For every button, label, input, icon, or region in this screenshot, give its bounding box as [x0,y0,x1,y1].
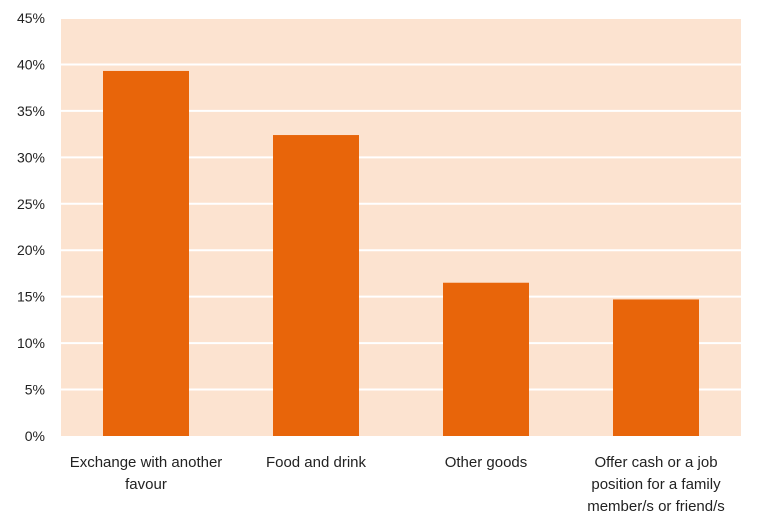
y-tick-label: 25% [17,196,45,212]
y-tick-label: 5% [25,382,45,398]
bar [103,70,189,437]
x-category-label: Other goods [445,454,528,471]
y-tick-label: 10% [17,335,45,351]
x-category-label: Food and drink [266,454,367,471]
x-category-label-line: Other goods [445,454,528,471]
x-category-label: Offer cash or a job position for a family… [587,454,725,515]
bar [443,282,529,436]
x-category-label-line: Offer cash or a job [594,454,717,471]
x-category-label-line: member/s or friend/s [587,498,725,515]
y-tick-label: 20% [17,242,45,258]
y-tick-label: 40% [17,56,45,72]
x-axis: Exchange with another favour Food and drin… [70,454,725,515]
bar [613,299,699,436]
y-tick-label: 0% [25,428,45,444]
x-category-label: Exchange with another favour [70,454,223,493]
y-axis: 0% 5% 10% 15% 20% 25% 30% 35% 40% 45% [17,10,45,444]
x-category-label-line: favour [125,476,167,493]
y-tick-label: 15% [17,289,45,305]
y-tick-label: 45% [17,10,45,26]
y-tick-label: 35% [17,103,45,119]
y-tick-label: 30% [17,149,45,165]
bar [273,135,359,437]
x-category-label-line: Food and drink [266,454,367,471]
bars [103,70,699,437]
x-category-label-line: Exchange with another [70,454,223,471]
x-category-label-line: position for a family [591,476,721,493]
